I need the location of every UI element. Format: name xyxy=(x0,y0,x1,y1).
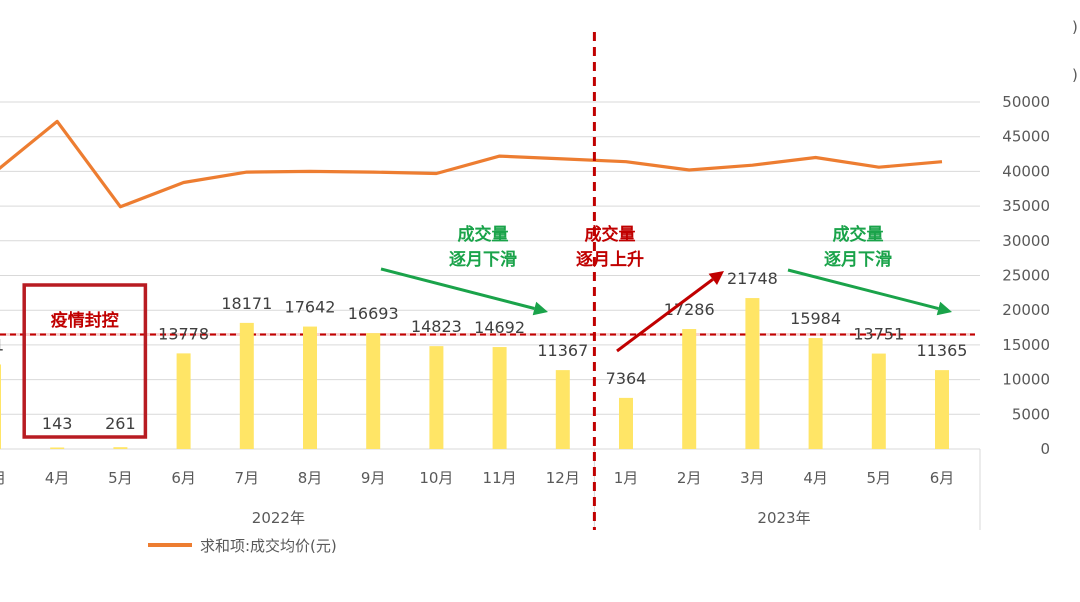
bar xyxy=(619,397,633,449)
bar-value-label: 143 xyxy=(42,414,73,433)
bar-value-label: 261 xyxy=(105,414,136,433)
bar xyxy=(808,338,823,449)
bar-value-label: 14692 xyxy=(474,318,525,337)
x-tick-label: 5月 xyxy=(867,469,892,487)
bar xyxy=(50,447,65,449)
x-tick-label: 4月 xyxy=(803,469,828,487)
x-tick-label: 5月 xyxy=(108,469,133,487)
trend-arrow-up-shaft xyxy=(616,278,714,353)
y-tick-label: 5000 xyxy=(1012,405,1050,423)
y-tick-label: 10000 xyxy=(1002,371,1050,389)
year-label: 2022年 xyxy=(252,509,305,527)
annotation-line2: 逐月下滑 xyxy=(449,250,517,270)
bars xyxy=(0,298,949,449)
x-tick-label: 6月 xyxy=(171,469,196,487)
y-tick-label: 35000 xyxy=(1002,197,1050,215)
edge-mark: ) xyxy=(1072,18,1078,36)
bar xyxy=(745,298,760,449)
bar xyxy=(935,370,949,449)
trend-arrow-down-head xyxy=(532,301,548,316)
x-tick-label: 4月 xyxy=(45,469,70,487)
y-tick-label: 50000 xyxy=(1002,93,1050,111)
legend: 求和项:成交均价(元) xyxy=(148,537,337,555)
lockdown-box-label: 疫情封控 xyxy=(51,310,119,331)
gridlines xyxy=(0,101,980,450)
x-tick-label: 8月 xyxy=(298,469,323,487)
x-tick-label: 7月 xyxy=(235,469,260,487)
annotation-line1: 成交量 xyxy=(585,224,636,245)
bar xyxy=(492,347,507,449)
y-tick-label: 30000 xyxy=(1002,232,1050,250)
annotation-line2: 逐月下滑 xyxy=(824,250,892,270)
x-tick-label: 3月 xyxy=(740,469,765,487)
y-tick-label: 20000 xyxy=(1002,301,1050,319)
bar-value-label: 81 xyxy=(0,335,4,354)
y-tick-label: 15000 xyxy=(1002,336,1050,354)
year-label: 2023年 xyxy=(757,509,810,527)
price-line xyxy=(0,119,943,209)
lockdown-box-frame xyxy=(22,283,148,439)
bar xyxy=(682,329,697,449)
bar xyxy=(176,353,191,449)
bar-value-label: 14823 xyxy=(411,317,462,336)
y-tick-label: 45000 xyxy=(1002,128,1050,146)
y-tick-label: 0 xyxy=(1040,440,1050,458)
bar xyxy=(871,353,886,449)
price-series-line xyxy=(0,119,943,209)
bar-value-label: 11367 xyxy=(537,341,588,360)
bar-value-label: 15984 xyxy=(790,309,841,328)
x-tick-label: 12月 xyxy=(546,469,580,487)
x-tick-label: 1月 xyxy=(614,469,639,487)
bar-value-label: 7364 xyxy=(606,369,647,388)
trend-arrow-down-2023-shaft xyxy=(787,268,939,310)
x-tick-label: 2月 xyxy=(677,469,702,487)
bar xyxy=(555,370,570,449)
y-tick-label: 40000 xyxy=(1002,162,1050,180)
x-axis: 3月 4月 5月 6月 7月 8月 9月 10月 11月 12月 1月 2月 3月 4月 5月 6月 2022年… xyxy=(0,449,981,530)
trend-arrow-down-2023-head xyxy=(936,301,952,316)
x-tick-label: 9月 xyxy=(361,469,386,487)
annotation-line2: 逐月上升 xyxy=(576,250,644,270)
bar xyxy=(429,346,444,449)
bar-value-label: 17642 xyxy=(285,298,336,317)
trend-arrow-down-shaft xyxy=(380,267,535,310)
bar-value-label: 13778 xyxy=(158,324,209,343)
edge-marks: )) xyxy=(1072,18,1078,84)
bar-value-label: 18171 xyxy=(221,294,272,313)
edge-mark: ) xyxy=(1072,66,1078,84)
y-axis: 0 5000 10000 15000 20000 25000 30000 35000 40000… xyxy=(1002,93,1050,458)
bar xyxy=(366,333,381,449)
x-tick-label: 10月 xyxy=(419,469,453,487)
bar xyxy=(303,326,317,449)
bar-value-label: 11365 xyxy=(917,341,968,360)
bar-value-label: 16693 xyxy=(348,304,399,323)
x-tick-label: 6月 xyxy=(930,469,955,487)
bar-value-label: 13751 xyxy=(853,325,904,344)
x-tick-label: 11月 xyxy=(483,469,517,487)
legend-label: 求和项:成交均价(元) xyxy=(200,537,337,555)
x-tick-label: 3月 xyxy=(0,469,6,487)
annotation-line1: 成交量 xyxy=(833,224,884,245)
annotation-line1: 成交量 xyxy=(458,224,509,245)
bar xyxy=(113,447,128,449)
bar-labels: 81 143 261 13778 18171 17642 16693 14823 14692 11… xyxy=(0,269,967,433)
lockdown-box: 疫情封控 xyxy=(22,283,148,439)
y-tick-label: 25000 xyxy=(1002,267,1050,285)
bar xyxy=(239,322,254,449)
bar-value-label: 21748 xyxy=(727,269,778,288)
bar xyxy=(0,364,1,449)
trend-arrow-up-head xyxy=(708,271,724,285)
